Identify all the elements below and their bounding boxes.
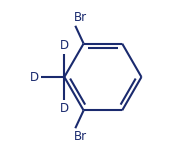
- Text: Br: Br: [74, 130, 87, 143]
- Text: D: D: [60, 102, 69, 115]
- Text: D: D: [60, 39, 69, 52]
- Text: D: D: [30, 71, 39, 83]
- Text: Br: Br: [74, 11, 87, 24]
